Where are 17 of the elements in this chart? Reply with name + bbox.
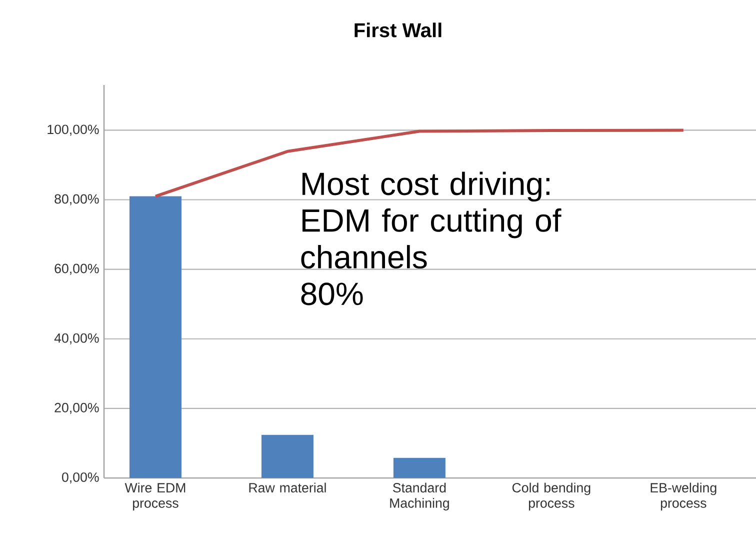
x-tick-label: Raw material: [249, 482, 326, 492]
x-tick-label: Cold bending process: [512, 482, 590, 510]
y-tick-label: 20,00%: [54, 402, 99, 414]
y-tick-label: 40,00%: [54, 333, 99, 344]
x-tick-label: Wire EDM process: [124, 482, 186, 510]
y-tick-label: 80,00%: [54, 194, 99, 206]
bar: [393, 458, 446, 478]
y-tick-label: 100,00%: [48, 124, 99, 136]
bar: [261, 434, 314, 478]
annotation: Most cost driving: EDM for cutting of channels: [301, 172, 562, 269]
bar: [129, 196, 182, 478]
x-tick-label: Standard Machining: [390, 482, 449, 510]
chart-title: First Wall: [354, 22, 442, 38]
x-tick-label: EB-welding process: [650, 482, 716, 510]
y-tick-label: 0,00%: [62, 472, 99, 484]
annotation: 80%: [301, 282, 363, 306]
y-tick-label: 60,00%: [54, 264, 99, 275]
